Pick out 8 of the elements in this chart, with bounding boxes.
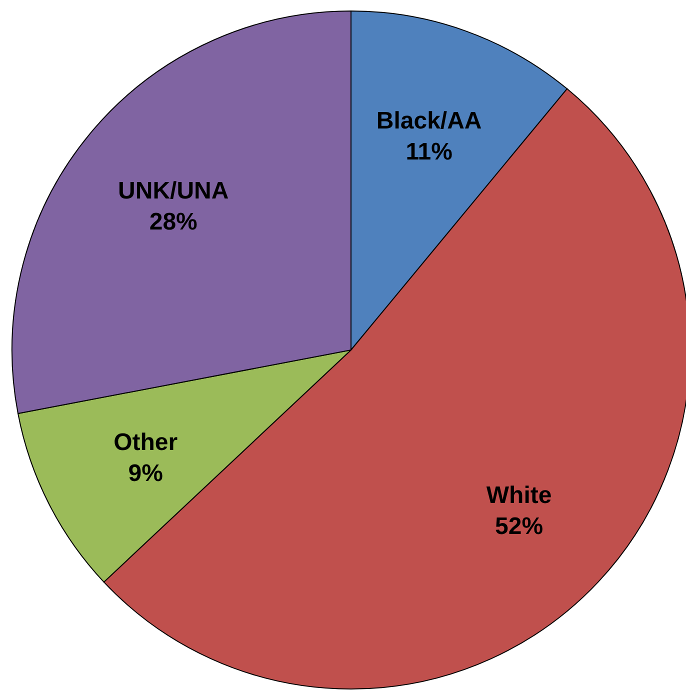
data-label: 28% bbox=[149, 208, 198, 236]
data-label: 52% bbox=[495, 513, 544, 540]
slice-label: White bbox=[486, 482, 552, 509]
data-label: 11% bbox=[406, 138, 452, 166]
slice-label: Other bbox=[114, 428, 178, 456]
slice-label: Black/AA bbox=[376, 107, 482, 134]
data-label: 9% bbox=[128, 460, 163, 488]
slice-label: UNK/UNA bbox=[118, 177, 229, 204]
